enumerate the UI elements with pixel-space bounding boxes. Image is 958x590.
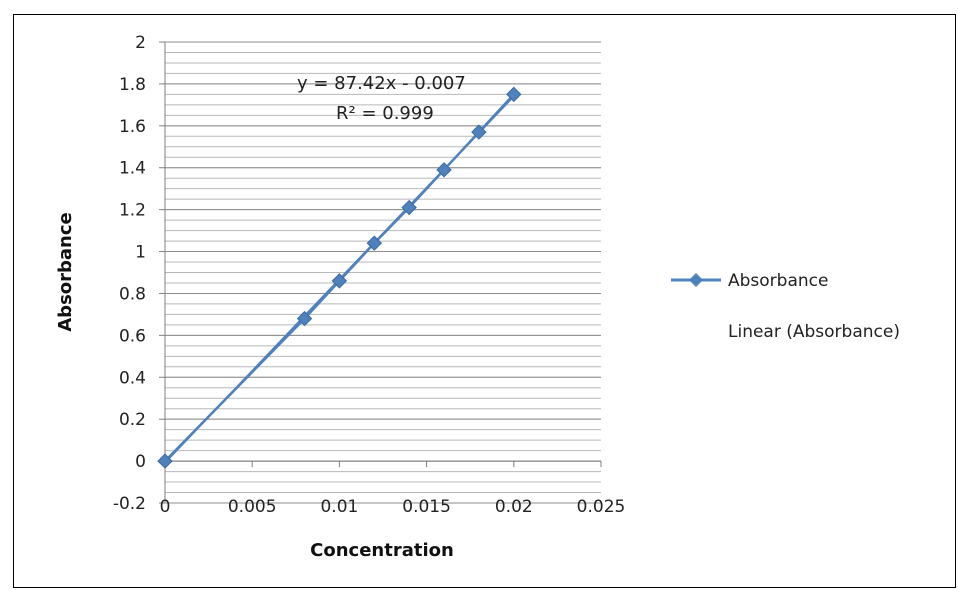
series-layer [157,86,522,469]
labels-layer: -0.2 0 0.2 0.4 0.6 0.8 1 1.2 1.4 1.6 1.8 2 0 0.005 0.0… [113,33,626,517]
legend-series-marker [671,273,721,287]
x-tick-label: 0.005 [228,497,277,517]
data-point [436,162,452,178]
data-point [506,86,522,103]
x-tick-label: 0.015 [402,497,451,517]
y-tick-label: -0.2 [113,494,146,514]
legend-series-label: Absorbance [728,271,828,291]
chart-svg: -0.2 0 0.2 0.4 0.6 0.8 1 1.2 1.4 1.6 1.8 2 0 0.005 0.0… [55,33,900,561]
y-tick-label: 1.4 [119,159,146,179]
r-squared-label: R² = 0.999 [336,103,434,124]
y-tick-label: 1.8 [119,75,146,95]
x-axis-title: Concentration [310,540,454,561]
y-tick-label: 1.6 [119,117,146,137]
legend-diamond [689,273,703,287]
data-point [366,235,382,251]
y-axis-title: Absorbance [55,212,76,332]
data-point [296,310,313,327]
trendline-equation: y = 87.42x - 0.007 [297,73,466,94]
data-point [401,199,417,216]
legend: Absorbance Linear (Absorbance) [671,271,900,342]
series-line [164,93,515,462]
data-point [157,453,173,469]
y-tick-label: 1 [135,243,146,263]
x-tick-label: 0.025 [577,497,626,517]
x-tick-label: 0.02 [495,497,533,517]
y-tick-label: 1.2 [119,201,146,221]
y-tick-label: 0.6 [119,326,146,346]
y-tick-label: 0.8 [119,284,146,304]
y-tick-label: 0.2 [119,410,146,430]
chart-frame: -0.2 0 0.2 0.4 0.6 0.8 1 1.2 1.4 1.6 1.8 2 0 0.005 0.0… [13,14,956,588]
x-tick-label: 0 [160,497,171,517]
legend-trendline-label: Linear (Absorbance) [728,322,900,342]
y-tick-label: 0 [135,452,146,472]
y-tick-label: 2 [135,33,146,53]
x-tick-label: 0.01 [320,497,358,517]
y-tick-label: 0.4 [119,368,146,388]
data-point [331,273,348,289]
data-point [471,124,487,140]
